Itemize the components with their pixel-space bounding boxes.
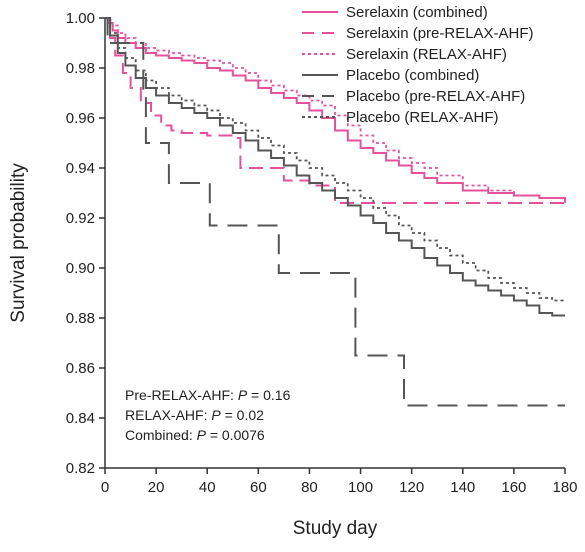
x-tick-label: 100 [348,479,373,496]
annotation-p-symbol: P [211,407,221,423]
annotation-label: RELAX-AHF: [125,407,211,423]
x-tick-label: 140 [450,479,475,496]
annotation-p-symbol: P [197,427,207,443]
p-value-annotation: RELAX-AHF: P = 0.02 [125,407,264,423]
x-tick-label: 180 [552,479,577,496]
p-value-annotation: Combined: P = 0.0076 [125,427,265,443]
y-axis-title: Survival probability [8,163,29,323]
y-tick-label: 0.94 [66,160,95,177]
legend-label: Serelaxin (combined) [346,4,488,21]
axes: 0 20 40 60 80 100 120 140 160 180 0.82 0.84 0.86 0.88… [66,10,578,496]
x-tick-label: 160 [501,479,526,496]
annotation-value: = 0.0076 [206,427,265,443]
y-tick-label: 1.00 [66,10,95,27]
series-line-placebo-combined [105,17,565,317]
annotation-value: = 0.16 [247,387,290,403]
y-tick-label: 0.86 [66,360,95,377]
y-tick-label: 0.90 [66,260,95,277]
series-line-serelaxin-relax-ahf [105,17,566,203]
p-value-annotation: Pre-RELAX-AHF: P = 0.16 [125,387,291,403]
x-axis-title: Study day [293,518,378,539]
x-tick-label: 60 [250,479,267,496]
y-tick-label: 0.98 [66,60,95,77]
series-line-placebo-pre-relax-ahf [105,17,565,407]
y-tick-label: 0.92 [66,210,95,227]
x-tick-label: 120 [399,479,424,496]
x-tick-label: 40 [199,479,216,496]
annotation-p-symbol: P [238,387,248,403]
p-value-annotations: Pre-RELAX-AHF: P = 0.16 RELAX-AHF: P = 0.… [125,387,291,443]
legend-label: Serelaxin (RELAX-AHF) [346,46,507,63]
y-tick-label: 0.88 [66,310,95,327]
y-tick-label: 0.96 [66,110,95,127]
series-layer [105,17,566,407]
series-line-placebo-relax-ahf [105,17,565,302]
series-line-serelaxin-pre-relax-ahf [105,17,565,204]
x-tick-label: 0 [101,479,109,496]
x-tick-label: 80 [301,479,318,496]
legend-label: Placebo (combined) [346,67,479,84]
series-line-serelaxin-combined [105,17,566,201]
legend-label: Placebo (pre-RELAX-AHF) [346,88,525,105]
legend: Serelaxin (combined) Serelaxin (pre-RELAX… [302,4,534,126]
legend-label: Serelaxin (pre-RELAX-AHF) [346,25,534,42]
annotation-label: Pre-RELAX-AHF: [125,387,238,403]
annotation-label: Combined: [125,427,197,443]
x-tick-label: 20 [148,479,165,496]
legend-label: Placebo (RELAX-AHF) [346,109,499,126]
y-tick-label: 0.82 [66,460,95,477]
annotation-value: = 0.02 [221,407,264,423]
y-tick-label: 0.84 [66,410,95,427]
